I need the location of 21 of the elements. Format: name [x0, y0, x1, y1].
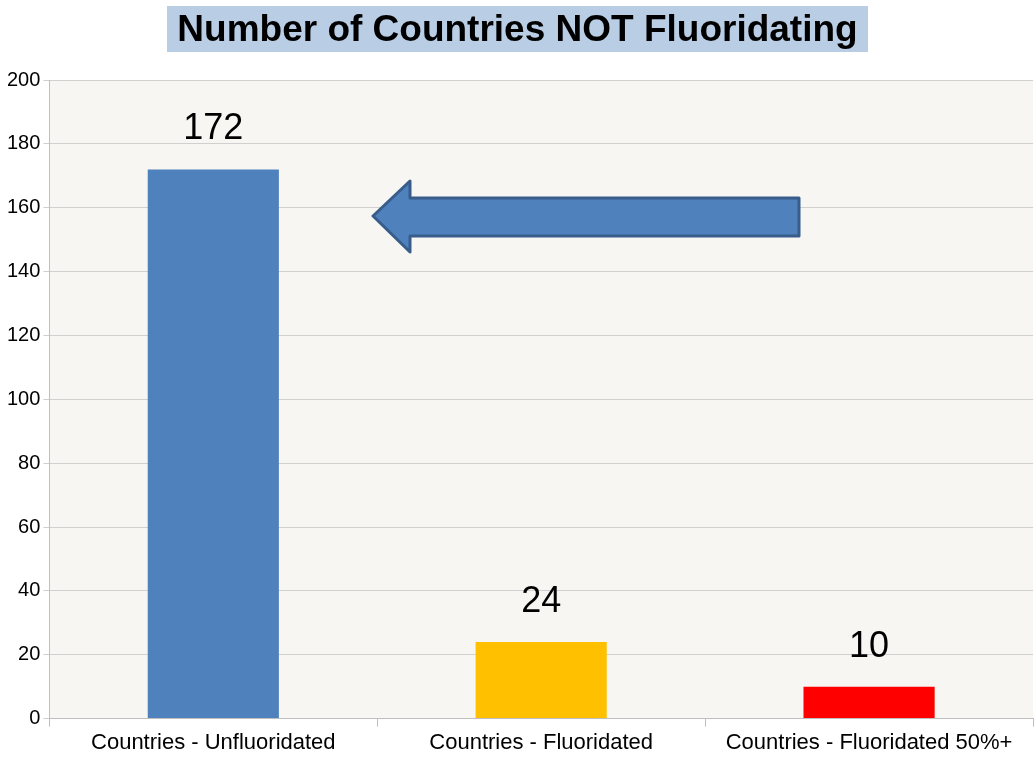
- x-tick-label: Countries - Fluoridated: [429, 728, 654, 754]
- bar: [803, 686, 935, 719]
- y-tick-label: 40: [18, 578, 41, 601]
- y-tick-label: 180: [6, 131, 41, 154]
- x-tick-label: Countries - Unfluoridated: [91, 728, 336, 754]
- data-label: 10: [849, 623, 890, 665]
- x-tick-label: Countries - Fluoridated 50%+: [725, 728, 1013, 754]
- y-tick-label: 140: [6, 259, 41, 282]
- y-tick-label: 160: [6, 195, 41, 218]
- y-tick-label: 60: [18, 514, 41, 537]
- y-tick-label: 80: [18, 450, 41, 473]
- y-tick-label: 100: [6, 386, 41, 409]
- data-label: 172: [183, 106, 244, 148]
- y-tick-label: 120: [6, 322, 41, 345]
- chart-title: Number of Countries NOT Fluoridating: [167, 6, 868, 52]
- data-label: 24: [521, 578, 562, 620]
- y-tick-label: 0: [29, 706, 41, 729]
- y-tick-label: 20: [18, 642, 41, 665]
- bar: [147, 169, 279, 719]
- bar: [475, 641, 607, 719]
- y-tick-label: 200: [6, 67, 41, 90]
